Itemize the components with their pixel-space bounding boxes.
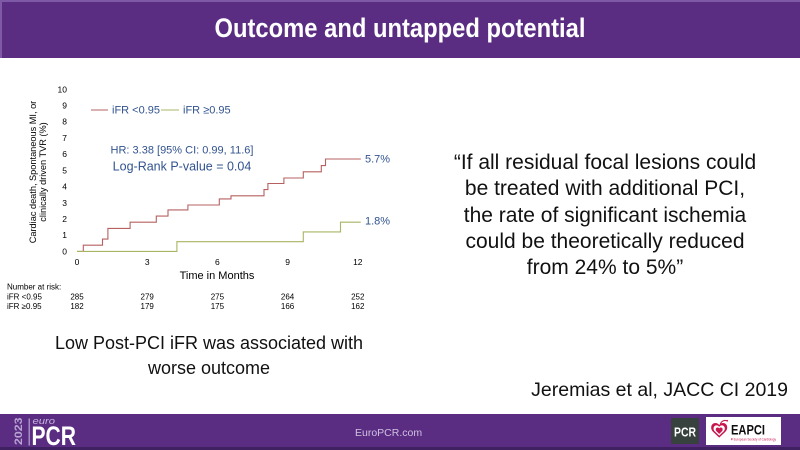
svg-text:9: 9 [62, 101, 67, 111]
svg-text:4: 4 [62, 182, 67, 192]
svg-text:iFR ≥0.95: iFR ≥0.95 [7, 302, 42, 311]
svg-text:12: 12 [353, 257, 363, 267]
svg-text:252: 252 [351, 293, 365, 302]
svg-text:2: 2 [62, 214, 67, 224]
svg-text:iFR ≥0.95: iFR ≥0.95 [183, 105, 231, 117]
svg-text:iFR <0.95: iFR <0.95 [7, 293, 42, 302]
svg-text:7: 7 [62, 133, 67, 143]
svg-text:1: 1 [62, 230, 67, 240]
svg-text:8: 8 [62, 117, 67, 127]
svg-text:275: 275 [211, 293, 225, 302]
svg-text:166: 166 [281, 302, 295, 311]
svg-text:Time in Months: Time in Months [180, 270, 255, 282]
svg-text:6: 6 [62, 149, 67, 159]
svg-text:10: 10 [58, 84, 68, 94]
svg-text:9: 9 [285, 257, 290, 267]
svg-text:285: 285 [70, 293, 84, 302]
svg-text:264: 264 [281, 293, 295, 302]
svg-text:Log-Rank P-value = 0.04: Log-Rank P-value = 0.04 [113, 160, 252, 174]
svg-text:3: 3 [145, 257, 150, 267]
svg-text:Number at risk:: Number at risk: [7, 283, 61, 292]
svg-text:2023: 2023 [13, 418, 25, 446]
svg-text:PCR: PCR [674, 425, 696, 440]
svg-text:1.8%: 1.8% [365, 216, 390, 228]
svg-text:162: 162 [351, 302, 365, 311]
svg-text:♥ European Society of Cardiolo: ♥ European Society of Cardiology [731, 437, 776, 442]
svg-text:PCR: PCR [32, 421, 77, 450]
svg-text:5: 5 [62, 165, 67, 175]
svg-text:179: 179 [141, 302, 155, 311]
svg-text:EAPCI: EAPCI [731, 423, 765, 438]
svg-text:HR: 3.38 [95% CI: 0.99, 11.6]: HR: 3.38 [95% CI: 0.99, 11.6] [111, 145, 254, 157]
svg-text:182: 182 [70, 302, 84, 311]
svg-text:3: 3 [62, 198, 67, 208]
svg-text:6: 6 [215, 257, 220, 267]
svg-text:clinically driven TVR (%): clinically driven TVR (%) [38, 122, 48, 221]
svg-text:5.7%: 5.7% [365, 154, 390, 166]
svg-text:iFR <0.95: iFR <0.95 [112, 105, 160, 117]
svg-text:Cardiac death, Spontaneous MI,: Cardiac death, Spontaneous MI, or [28, 101, 38, 244]
svg-text:euro: euro [33, 416, 56, 427]
svg-text:0: 0 [62, 246, 67, 256]
svg-text:279: 279 [141, 293, 155, 302]
svg-text:0: 0 [75, 257, 80, 267]
svg-text:175: 175 [211, 302, 225, 311]
